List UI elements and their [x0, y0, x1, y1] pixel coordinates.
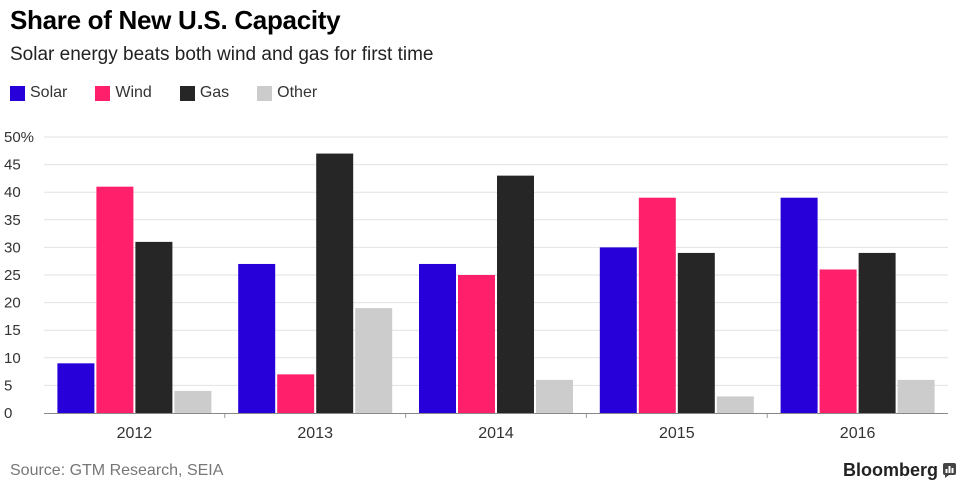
y-tick-label: 5	[4, 377, 12, 394]
bloomberg-bars-icon	[943, 463, 956, 478]
legend-item-gas: Gas	[179, 84, 230, 102]
bar-other-2015	[716, 396, 754, 413]
legend-label-other: Other	[277, 84, 318, 101]
bar-gas-2012	[135, 241, 173, 413]
x-tick-label: 2016	[840, 425, 876, 442]
legend-swatch-gas	[179, 85, 195, 101]
source-note: Source: GTM Research, SEIA	[10, 462, 224, 479]
bar-solar-2013	[238, 263, 276, 413]
bar-solar-2012	[57, 363, 95, 413]
bar-gas-2013	[316, 153, 354, 413]
legend-label-wind: Wind	[115, 84, 152, 101]
y-tick-label: 25	[4, 267, 21, 284]
y-tick-label: 50%	[4, 129, 34, 146]
legend-swatch-other	[257, 85, 273, 101]
legend-label-solar: Solar	[30, 84, 68, 101]
y-tick-label: 10	[4, 350, 21, 367]
y-tick-label: 35	[4, 212, 21, 229]
bar-other-2014	[536, 379, 573, 413]
bar-solar-2014	[419, 263, 456, 413]
bar-wind-2012	[96, 186, 134, 413]
bar-wind-2013	[277, 374, 315, 413]
y-tick-label: 40	[4, 184, 21, 201]
bar-gas-2015	[677, 252, 715, 413]
brand-name: Bloomberg	[842, 460, 938, 480]
y-tick-label: 20	[4, 295, 21, 312]
bar-wind-2015	[638, 197, 676, 413]
brand-logo: Bloomberg	[843, 460, 956, 481]
x-tick-label: 2012	[117, 425, 153, 442]
bar-other-2013	[355, 308, 393, 413]
y-tick-label: 0	[4, 405, 12, 422]
legend-swatch-wind	[95, 85, 111, 101]
x-tick-label: 2013	[297, 425, 333, 442]
legend-item-other: Other	[257, 84, 317, 102]
y-tick-label: 45	[4, 157, 21, 174]
x-tick-label: 2015	[659, 425, 695, 442]
chart-legend: Solar Wind Gas Other	[10, 82, 345, 104]
y-tick-label: 15	[4, 322, 21, 339]
y-tick-label: 30	[4, 239, 21, 256]
bar-solar-2016	[780, 197, 818, 413]
chart-subtitle: Solar energy beats both wind and gas for…	[10, 44, 434, 65]
chart-title: Share of New U.S. Capacity	[10, 5, 341, 35]
legend-swatch-solar	[10, 85, 25, 101]
bar-gas-2014	[497, 175, 534, 413]
bar-other-2016	[897, 379, 935, 413]
bar-other-2012	[174, 390, 212, 413]
legend-item-wind: Wind	[95, 84, 152, 102]
bar-wind-2014	[458, 275, 495, 413]
x-tick-label: 2014	[478, 425, 514, 442]
bar-wind-2016	[819, 269, 857, 413]
bar-gas-2016	[858, 252, 896, 413]
legend-label-gas: Gas	[199, 84, 230, 101]
legend-item-solar: Solar	[10, 84, 67, 102]
bar-solar-2015	[599, 247, 637, 413]
